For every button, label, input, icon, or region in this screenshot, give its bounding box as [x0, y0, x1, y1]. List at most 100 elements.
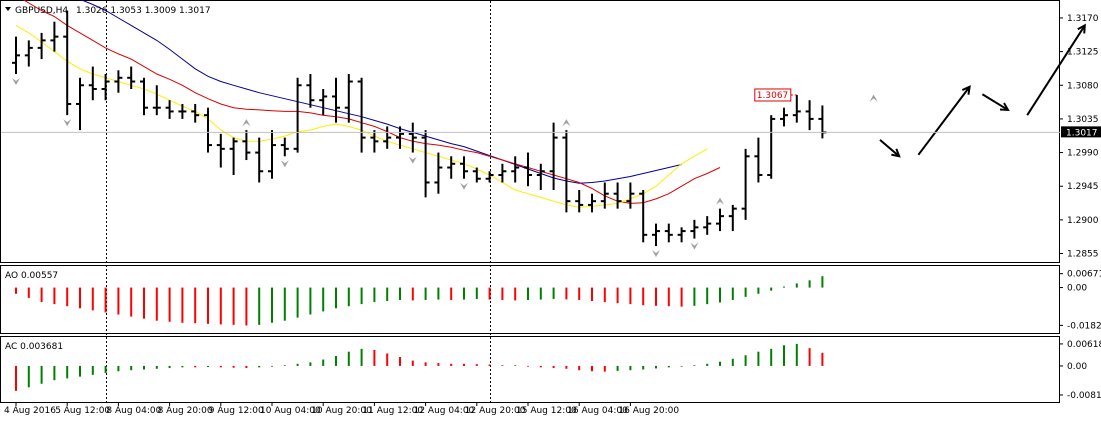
x-tick-label: 12 Aug 20:00 — [465, 406, 526, 416]
ohlc-bar — [805, 100, 814, 131]
price-bars — [12, 10, 827, 247]
ohlc-bar — [268, 130, 276, 179]
x-tick-label: 8 Aug 04:00 — [106, 406, 161, 416]
panel-frames — [0, 0, 1060, 403]
x-tick-label: 9 Aug 12:00 — [209, 406, 264, 416]
ohlc-bar — [524, 152, 532, 187]
ohlc-bar — [664, 223, 673, 243]
ac-y-tick-label: 0.00 — [1067, 362, 1087, 372]
moving-averages — [15, 0, 721, 208]
ohlc-bar — [344, 74, 353, 123]
ohlc-bar — [229, 137, 238, 175]
forecast-arrows — [879, 23, 1086, 158]
fractal-down-icon — [460, 182, 468, 190]
ohlc-bar — [421, 130, 430, 198]
ohlc-bar — [255, 137, 264, 183]
ohlc-bar — [191, 103, 200, 123]
ohlc-bar — [370, 130, 379, 153]
ohlc-bar — [216, 133, 225, 168]
x-tick-label: 16 Aug 20:00 — [618, 406, 679, 416]
ohlc-bar — [165, 100, 174, 119]
x-tick-label: 15 Aug 12:00 — [516, 406, 577, 416]
symbol-label: GBPUSD,H4 — [15, 6, 68, 16]
ohlc-bar — [319, 89, 328, 116]
x-tick-label: 5 Aug 12:00 — [55, 406, 110, 416]
fractal-up-icon — [562, 119, 571, 127]
ao-panel-frame — [0, 265, 1060, 334]
ohlc-bar — [101, 74, 110, 101]
current-price-value: 1.3017 — [1066, 128, 1098, 138]
x-tick-label: 4 Aug 2016 — [4, 406, 56, 416]
ohlc-values: 1.3026 1.3053 1.3009 1.3017 — [76, 6, 211, 16]
arrow-head — [961, 85, 971, 95]
current-price-marker: 1.3017 — [1, 126, 1101, 138]
ohlc-bar — [434, 152, 443, 194]
ohlc-bar — [127, 66, 136, 89]
day-separators — [106, 1, 491, 402]
ac-y-tick-label: 0.00618 — [1067, 340, 1101, 350]
fractal-up-icon — [242, 119, 251, 127]
arrow-shaft — [879, 139, 900, 158]
ohlc-bar — [767, 115, 776, 179]
ohlc-bar — [12, 36, 20, 75]
fractal-up-icon — [869, 94, 878, 102]
ohlc-bar — [575, 189, 584, 213]
ohlc-bar — [114, 70, 123, 93]
ao-histogram: 0.00671 0.00 -0.01826 — [15, 270, 1101, 331]
ac-y-tick-label: -0.00815 — [1067, 391, 1101, 401]
ohlc-bar — [447, 156, 456, 179]
price-label-value: 1.3067 — [757, 91, 789, 101]
arrow-head — [891, 148, 901, 158]
ohlc-bar — [562, 130, 571, 213]
ohlc-bar — [741, 148, 750, 220]
ohlc-bar — [460, 156, 468, 179]
ohlc-bar — [76, 77, 84, 131]
y-tick-label: 1.3125 — [1067, 48, 1099, 58]
chart-header: GBPUSD,H4 1.3026 1.3053 1.3009 1.3017 — [5, 6, 211, 16]
price-y-axis: 1.3170 1.3125 1.3080 1.3035 1.2990 1.2945 1.29… — [1059, 14, 1099, 260]
ohlc-bar — [50, 21, 59, 52]
ohlc-bar — [613, 182, 622, 209]
ohlc-bar — [818, 105, 827, 139]
x-tick-label: 10 Aug 20:00 — [311, 406, 372, 416]
ohlc-bar — [24, 40, 33, 67]
fractal-down-icon — [12, 78, 20, 86]
ao-y-tick-label: -0.01826 — [1067, 321, 1101, 331]
time-axis: 4 Aug 2016 5 Aug 12:008 Aug 04:008 Aug 20… — [4, 403, 679, 416]
ohlc-bar — [639, 189, 648, 243]
y-tick-label: 1.2855 — [1067, 250, 1099, 260]
ma-mid-line — [22, 0, 721, 204]
x-tick-label: 10 Aug 04:00 — [260, 406, 321, 416]
arrow-shaft — [981, 93, 1009, 111]
ohlc-bar — [754, 137, 763, 183]
ohlc-bar — [728, 204, 737, 232]
ohlc-bar — [690, 219, 699, 239]
ohlc-bar — [280, 137, 289, 157]
arrow-head — [1077, 23, 1086, 34]
ohlc-bar — [780, 107, 788, 127]
ohlc-bar — [485, 171, 494, 183]
ohlc-bar — [703, 216, 712, 235]
ohlc-bar — [792, 94, 801, 123]
ac-histogram: 0.00618 0.00 -0.00815 — [15, 340, 1101, 401]
ohlc-bar — [472, 167, 481, 183]
y-tick-label: 1.2900 — [1067, 216, 1099, 226]
arrow-shaft — [917, 86, 971, 156]
chevron-down-icon[interactable] — [5, 7, 11, 11]
ohlc-bar — [293, 77, 302, 153]
x-tick-label: 11 Aug 12:00 — [362, 406, 423, 416]
x-tick-label: 8 Aug 20:00 — [158, 406, 213, 416]
price-panel-frame — [0, 0, 1060, 263]
ohlc-bar — [88, 66, 97, 101]
ohlc-bar — [549, 122, 558, 190]
ohlc-bar — [242, 130, 251, 161]
ohlc-bar — [332, 77, 340, 123]
y-tick-label: 1.2990 — [1067, 149, 1099, 159]
ohlc-bar — [652, 223, 660, 247]
y-tick-label: 1.2945 — [1067, 182, 1099, 192]
ohlc-bar — [408, 122, 417, 153]
ohlc-bar — [536, 163, 545, 190]
arrow-head — [999, 102, 1010, 112]
forecast-arrow-icon — [917, 85, 971, 156]
